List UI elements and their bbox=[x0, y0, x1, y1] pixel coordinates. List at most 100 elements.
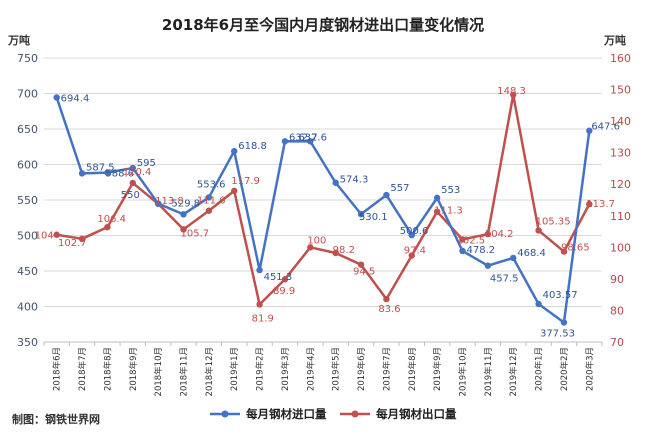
export-point bbox=[510, 91, 517, 99]
export-point bbox=[129, 179, 136, 187]
left-tick-label: 350 bbox=[17, 336, 38, 349]
export-point bbox=[459, 236, 466, 243]
import-point bbox=[560, 319, 568, 326]
right-tick-label: 110 bbox=[610, 210, 631, 223]
import-point bbox=[510, 254, 517, 262]
export-point bbox=[560, 248, 568, 255]
export-point bbox=[53, 231, 60, 238]
x-tick-label: 2019年9月 bbox=[432, 347, 443, 391]
import-data-label: 694.4 bbox=[61, 93, 90, 104]
import-point bbox=[383, 191, 390, 199]
right-tick-label: 160 bbox=[610, 52, 631, 65]
import-data-label: 468.4 bbox=[517, 248, 546, 259]
import-data-label: 530.1 bbox=[359, 212, 388, 223]
right-tick-label: 120 bbox=[610, 178, 631, 191]
import-data-label: 557 bbox=[390, 183, 409, 194]
import-point bbox=[104, 169, 111, 176]
import-data-label: 451.3 bbox=[264, 272, 293, 283]
right-tick-label: 130 bbox=[610, 147, 631, 160]
import-data-label: 553 bbox=[441, 185, 460, 196]
import-point bbox=[307, 138, 314, 145]
import-point bbox=[281, 138, 289, 145]
import-line bbox=[55, 97, 591, 324]
import-data-label: 500.6 bbox=[400, 226, 429, 237]
left-tick-label: 500 bbox=[17, 230, 38, 243]
x-tick-label: 2020年2月 bbox=[559, 347, 570, 391]
right-tick-label: 80 bbox=[610, 304, 624, 317]
x-tick-label: 2019年12月 bbox=[508, 347, 519, 396]
export-data-label: 105.35 bbox=[536, 216, 571, 227]
import-point bbox=[129, 164, 136, 172]
import-point bbox=[256, 266, 263, 274]
import-data-label: 632.7 bbox=[289, 132, 318, 143]
import-point bbox=[332, 179, 339, 186]
export-point bbox=[535, 227, 542, 234]
right-tick-label: 100 bbox=[610, 241, 631, 254]
export-data-label: 120.4 bbox=[123, 167, 152, 178]
x-tick-label: 2020年3月 bbox=[584, 347, 595, 391]
export-point bbox=[383, 295, 390, 303]
export-data-label: 100 bbox=[307, 235, 326, 246]
x-tick-label: 2019年11月 bbox=[483, 347, 494, 396]
left-axis: 350 400 450 500 550 600 650 700 750 bbox=[17, 52, 38, 349]
export-point bbox=[104, 223, 111, 231]
left-tick-label: 700 bbox=[17, 88, 38, 101]
legend-export-marker bbox=[351, 410, 359, 418]
right-axis: 70 80 90 100 110 120 130 140 150 160 bbox=[610, 52, 631, 349]
import-point bbox=[231, 147, 238, 155]
import-data-label: 529.8 bbox=[172, 198, 201, 209]
x-tick-label: 2019年2月 bbox=[255, 347, 266, 391]
legend-export-label: 每月钢材出口量 bbox=[376, 407, 457, 421]
left-tick-label: 650 bbox=[17, 123, 38, 136]
x-tick-label: 2018年9月 bbox=[128, 347, 139, 391]
legend-import-marker bbox=[221, 410, 229, 418]
export-point bbox=[332, 249, 339, 257]
import-data-label: 574.3 bbox=[340, 175, 369, 186]
import-point bbox=[535, 300, 542, 308]
x-tick-label: 2018年7月 bbox=[77, 347, 88, 391]
x-tick-label: 2019年5月 bbox=[331, 347, 342, 391]
import-data-label: 553.6 bbox=[197, 179, 226, 190]
left-axis-unit: 万吨 bbox=[7, 33, 30, 47]
import-data-label: 478.2 bbox=[467, 245, 496, 256]
export-point bbox=[180, 226, 187, 233]
export-data-label: 94.5 bbox=[353, 267, 375, 278]
export-point bbox=[586, 200, 593, 208]
x-tick-label: 2019年10月 bbox=[458, 347, 469, 396]
export-point bbox=[281, 276, 289, 283]
export-data-label: 148.3 bbox=[497, 86, 526, 97]
left-tick-label: 450 bbox=[17, 265, 38, 278]
x-tick-label: 2018年10月 bbox=[153, 347, 164, 396]
import-point bbox=[205, 194, 213, 201]
import-data-label: 587.5 bbox=[86, 162, 115, 173]
export-data-label: 111.6 bbox=[197, 196, 226, 207]
x-tick-label: 2019年1月 bbox=[229, 347, 240, 391]
chart-source: 制图：钢铁世界网 bbox=[12, 412, 100, 426]
x-tick-label: 2018年8月 bbox=[102, 347, 113, 391]
export-data-label: 104.2 bbox=[485, 229, 514, 240]
left-tick-label: 400 bbox=[17, 301, 38, 314]
import-data-label: 618.8 bbox=[238, 141, 267, 152]
x-axis: 2018年6月 2018年7月 2018年8月 2018年9月 2018年10月 2018… bbox=[43, 341, 603, 396]
export-data-label: 104 bbox=[35, 231, 54, 242]
x-tick-label: 2019年7月 bbox=[381, 347, 392, 391]
import-data-label-extra: 550 bbox=[121, 190, 140, 201]
x-tick-label: 2019年3月 bbox=[280, 347, 291, 391]
import-data-label: 588.6 bbox=[105, 169, 134, 180]
left-tick-label: 750 bbox=[17, 52, 38, 65]
import-data-label: 647.6 bbox=[591, 122, 620, 133]
import-point bbox=[357, 210, 365, 218]
export-data-label: 102.7 bbox=[58, 238, 87, 249]
export-point bbox=[408, 252, 415, 259]
export-data-label: 105.7 bbox=[181, 228, 210, 239]
export-data-label: 106.4 bbox=[97, 214, 126, 225]
export-data-label: 113.8 bbox=[155, 196, 184, 207]
export-data-label: 97.4 bbox=[404, 246, 426, 257]
export-line bbox=[56, 93, 591, 306]
x-tick-label: 2018年11月 bbox=[179, 347, 190, 396]
import-point bbox=[408, 231, 415, 239]
left-tick-label: 600 bbox=[17, 159, 38, 172]
import-data-label: 403.57 bbox=[543, 290, 578, 301]
